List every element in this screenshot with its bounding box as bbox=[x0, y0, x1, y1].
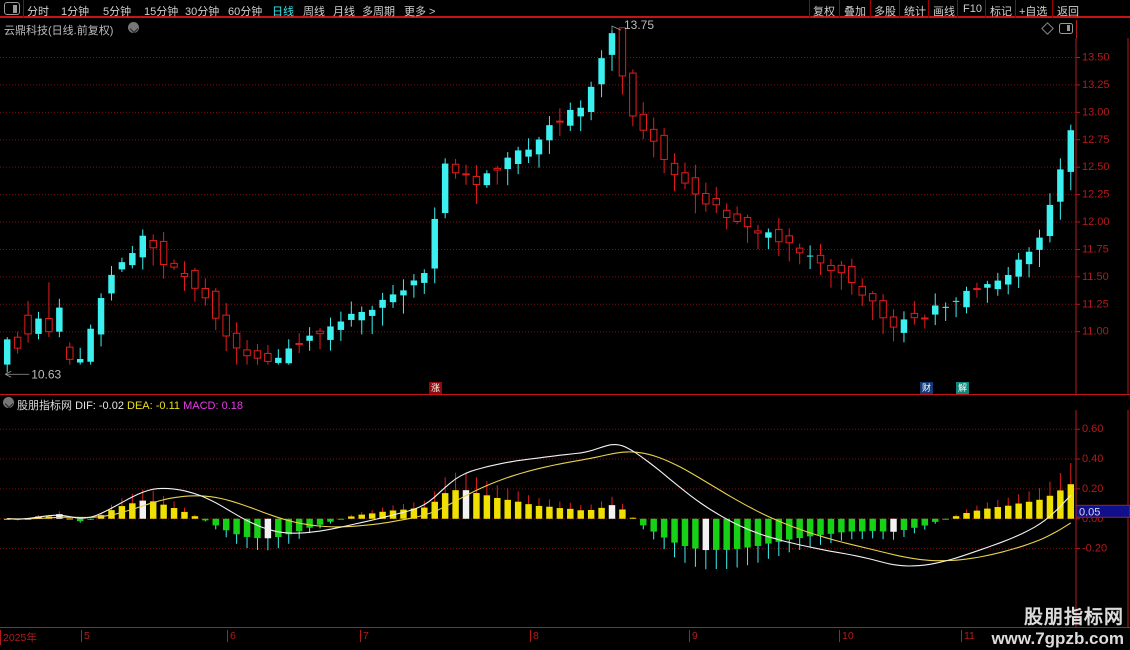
svg-text:12.00: 12.00 bbox=[1082, 216, 1110, 228]
svg-text:13.75: 13.75 bbox=[624, 18, 654, 32]
svg-text:11.25: 11.25 bbox=[1082, 298, 1109, 310]
svg-text:11.50: 11.50 bbox=[1082, 271, 1109, 283]
svg-text:10.63: 10.63 bbox=[31, 367, 61, 381]
svg-text:-0.20: -0.20 bbox=[1082, 543, 1107, 555]
svg-text:13.25: 13.25 bbox=[1082, 79, 1110, 91]
svg-text:13.00: 13.00 bbox=[1082, 106, 1110, 118]
svg-text:0.40: 0.40 bbox=[1082, 453, 1103, 465]
svg-text:0.20: 0.20 bbox=[1082, 483, 1103, 495]
svg-text:0.60: 0.60 bbox=[1082, 423, 1103, 435]
svg-text:13.50: 13.50 bbox=[1082, 52, 1110, 64]
svg-text:12.25: 12.25 bbox=[1082, 189, 1110, 201]
svg-text:0.05: 0.05 bbox=[1079, 506, 1100, 518]
svg-text:11.75: 11.75 bbox=[1082, 243, 1109, 255]
svg-text:12.75: 12.75 bbox=[1082, 134, 1110, 146]
svg-text:12.50: 12.50 bbox=[1082, 161, 1110, 173]
svg-text:11.00: 11.00 bbox=[1082, 326, 1109, 338]
